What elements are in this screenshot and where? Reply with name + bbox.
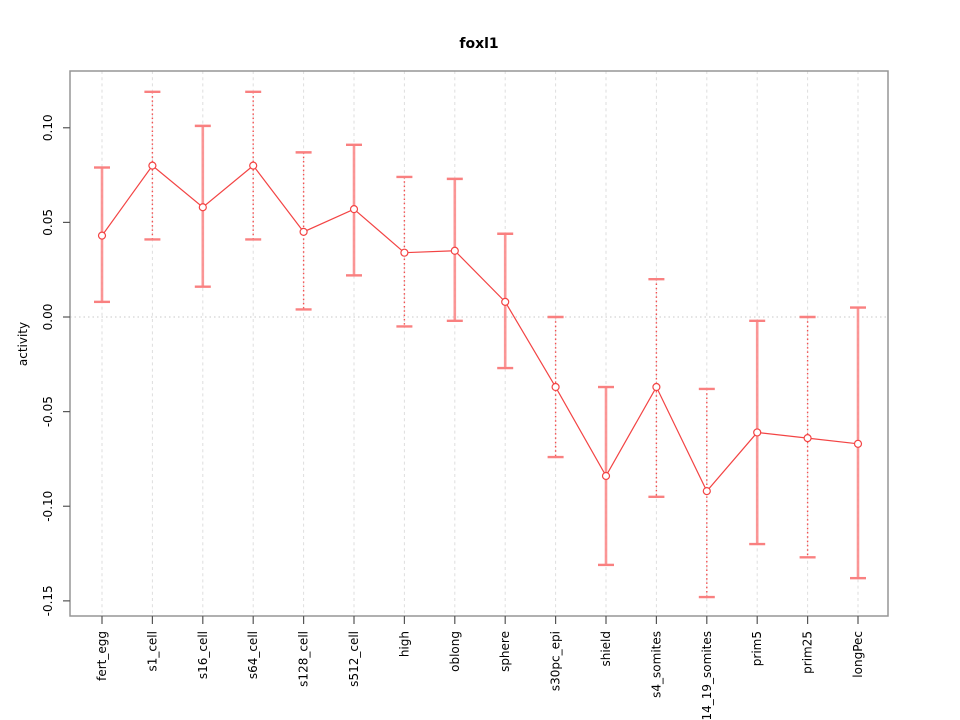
marker-s16_cell xyxy=(198,203,207,212)
x-tick-label-s14_19_somites: s14_19_somites xyxy=(700,631,714,720)
plot-frame xyxy=(69,70,889,617)
x-tick-label-shield: shield xyxy=(599,631,613,667)
x-tick-label-oblong: oblong xyxy=(448,631,462,672)
x-tick-label-longPec: longPec xyxy=(851,631,865,678)
marker-prim25 xyxy=(803,434,812,443)
marker-fert_egg xyxy=(97,231,107,240)
series-line xyxy=(101,164,859,493)
x-tick-label-fert_egg: fert_egg xyxy=(95,631,109,681)
data-point-markers xyxy=(97,161,863,496)
y-axis-tick-labels: 0.10 0.05 0.00 -0.05 -0.10 -0.15 xyxy=(41,114,55,616)
activity-line xyxy=(101,164,859,493)
x-axis-tick-labels: fert_egg s1_cell s16_cell s64_cell s128_cell… xyxy=(95,631,865,720)
marker-s128_cell xyxy=(299,227,308,236)
y-tick-label: -0.10 xyxy=(41,491,55,522)
marker-longPec xyxy=(853,439,863,448)
marker-s4_somites xyxy=(652,382,661,392)
x-tick-label-s16_cell: s16_cell xyxy=(196,631,210,679)
x-tick-label-s64_cell: s64_cell xyxy=(246,631,260,679)
y-tick-label: 0.05 xyxy=(41,209,55,236)
plot-border xyxy=(69,70,889,617)
x-tick-label-s30pc_epi: s30pc_epi xyxy=(549,631,563,691)
axis-ticks xyxy=(63,127,859,624)
x-tick-label-prim5: prim5 xyxy=(750,631,764,666)
y-tick-label: 0.00 xyxy=(41,304,55,331)
marker-high xyxy=(400,248,409,257)
error-bars xyxy=(94,90,866,599)
x-tick-label-prim25: prim25 xyxy=(801,631,815,674)
x-tick-label-s512_cell: s512_cell xyxy=(347,631,361,687)
y-tick-label: -0.05 xyxy=(41,396,55,427)
x-tick-label-s128_cell: s128_cell xyxy=(297,631,311,687)
y-tick-label: -0.15 xyxy=(41,585,55,616)
marker-shield xyxy=(601,471,611,481)
marker-s512_cell xyxy=(349,205,359,214)
chart-title: foxl1 xyxy=(459,36,498,52)
y-axis-label: activity xyxy=(16,322,30,366)
marker-s64_cell xyxy=(249,161,258,170)
x-tick-label-sphere: sphere xyxy=(498,631,512,672)
gridlines xyxy=(101,71,859,616)
x-tick-label-s4_somites: s4_somites xyxy=(649,631,663,698)
y-tick-label: 0.10 xyxy=(41,114,55,141)
x-tick-label-s1_cell: s1_cell xyxy=(145,631,159,672)
marker-prim5 xyxy=(753,428,762,437)
x-tick-label-high: high xyxy=(397,631,411,657)
marker-oblong xyxy=(450,246,459,255)
marker-s30pc_epi xyxy=(551,382,560,392)
marker-sphere xyxy=(501,297,510,306)
marker-s14_19_somites xyxy=(702,487,711,496)
marker-s1_cell xyxy=(148,161,157,170)
